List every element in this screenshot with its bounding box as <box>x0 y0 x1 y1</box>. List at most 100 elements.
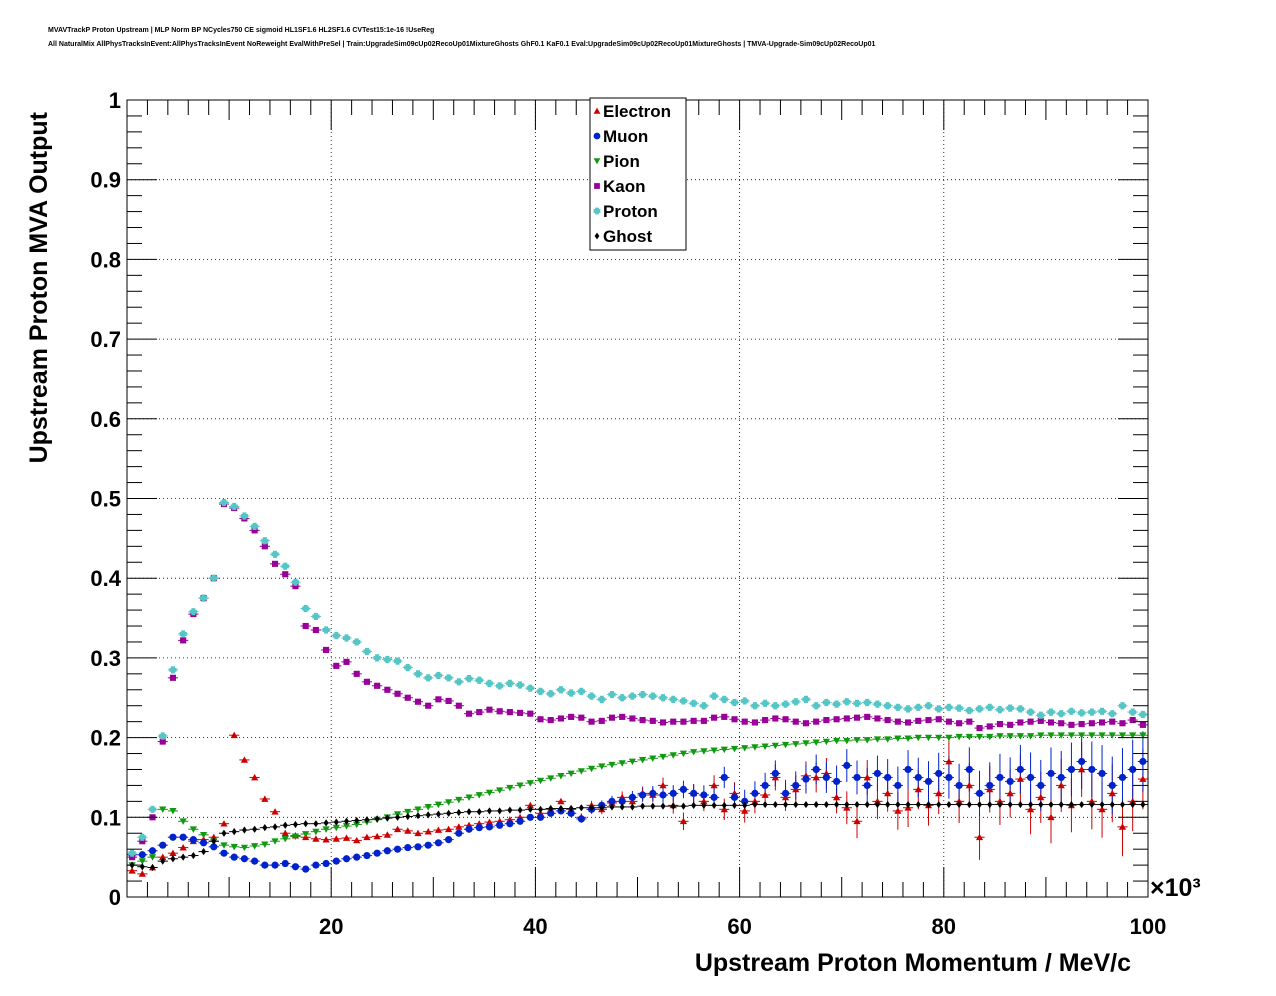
proton-point <box>730 698 739 707</box>
proton-point <box>1037 711 1045 719</box>
muon-point <box>639 791 647 799</box>
muon-point <box>230 853 238 861</box>
proton-point <box>812 702 820 710</box>
proton-point <box>679 697 688 705</box>
pion-point <box>414 806 422 813</box>
proton-point <box>302 604 310 613</box>
pion-point <box>312 828 320 836</box>
pion-point <box>1078 732 1086 739</box>
proton-point <box>904 705 912 713</box>
electron-point <box>445 825 453 833</box>
pion-point <box>455 796 463 804</box>
pion-point <box>598 763 606 770</box>
proton-point <box>465 675 473 683</box>
kaon-point <box>1017 719 1024 726</box>
ghost-point <box>619 803 625 811</box>
y-tick-label: 0.7 <box>90 327 121 352</box>
ghost-point <box>313 820 319 828</box>
kaon-point <box>1047 719 1055 726</box>
proton-point <box>761 699 769 707</box>
proton-point <box>536 687 545 695</box>
muon-point <box>1108 781 1116 790</box>
kaon-point <box>782 716 789 723</box>
pion-point <box>935 734 943 742</box>
pion-point <box>485 789 494 797</box>
pion-point <box>557 772 565 780</box>
muon-point <box>159 841 167 849</box>
muon-point <box>312 861 320 869</box>
proton-point <box>659 694 667 702</box>
kaon-point <box>659 719 667 726</box>
kaon-point <box>323 646 330 653</box>
kaon-point <box>833 716 840 723</box>
ghost-point <box>415 812 421 820</box>
pion-point <box>148 854 157 861</box>
muon-point <box>781 789 790 797</box>
legend-marker-ghost <box>594 232 600 240</box>
kaon-point <box>915 717 922 724</box>
muon-point <box>1067 765 1076 774</box>
kaon-point <box>802 720 810 727</box>
proton-point <box>1078 709 1086 717</box>
kaon-point <box>1119 720 1126 727</box>
electron-point <box>771 773 779 781</box>
pion-point <box>240 844 249 852</box>
proton-point <box>414 670 422 678</box>
electron-point <box>965 781 973 789</box>
pion-point <box>516 782 524 790</box>
muon-point <box>608 797 616 805</box>
proton-point <box>567 689 575 697</box>
muon-point <box>199 839 208 847</box>
ghost-point <box>905 800 911 809</box>
ghost-point <box>527 805 533 813</box>
proton-point <box>363 647 371 656</box>
muon-point <box>996 773 1004 782</box>
proton-point <box>690 699 698 707</box>
electron-point <box>485 818 494 825</box>
ghost-point <box>1038 800 1044 809</box>
ghost-point <box>803 800 809 809</box>
muon-point <box>741 797 749 805</box>
proton-point <box>608 690 616 699</box>
proton-point <box>199 594 208 602</box>
ghost-point <box>241 826 247 834</box>
kaon-point <box>1098 719 1106 726</box>
muon-point <box>720 773 728 782</box>
electron-point <box>383 831 391 838</box>
proton-point <box>1057 710 1065 718</box>
ghost-point <box>558 804 564 813</box>
electron-point <box>251 773 259 781</box>
proton-point <box>506 679 514 688</box>
proton-point <box>700 702 708 710</box>
proton-point <box>669 695 677 703</box>
muon-point <box>873 769 882 778</box>
pion-point <box>669 752 677 759</box>
pion-point <box>679 750 688 758</box>
pion-point <box>741 745 749 752</box>
ghost-point <box>925 800 932 809</box>
proton-point <box>322 626 330 634</box>
electron-point <box>1016 775 1024 782</box>
electron-point <box>220 820 228 827</box>
proton-point <box>230 502 238 511</box>
ghost-point <box>915 800 921 809</box>
muon-point <box>322 859 330 868</box>
ghost-point <box>731 801 738 809</box>
y-tick-label: 0.5 <box>90 487 121 512</box>
pion-point <box>965 733 973 741</box>
pion-point <box>475 792 483 799</box>
muon-point <box>863 781 871 790</box>
proton-point <box>240 512 249 520</box>
pion-point <box>659 753 667 761</box>
proton-point <box>434 671 443 680</box>
pion-point <box>1118 732 1127 739</box>
ghost-point <box>813 800 819 809</box>
muon-point <box>506 820 514 828</box>
electron-point <box>261 795 269 802</box>
pion-point <box>945 734 953 742</box>
kaon-point <box>251 527 258 534</box>
pion-point <box>434 801 443 809</box>
proton-point <box>159 732 167 740</box>
muon-point <box>567 809 575 817</box>
pion-point <box>189 826 197 833</box>
